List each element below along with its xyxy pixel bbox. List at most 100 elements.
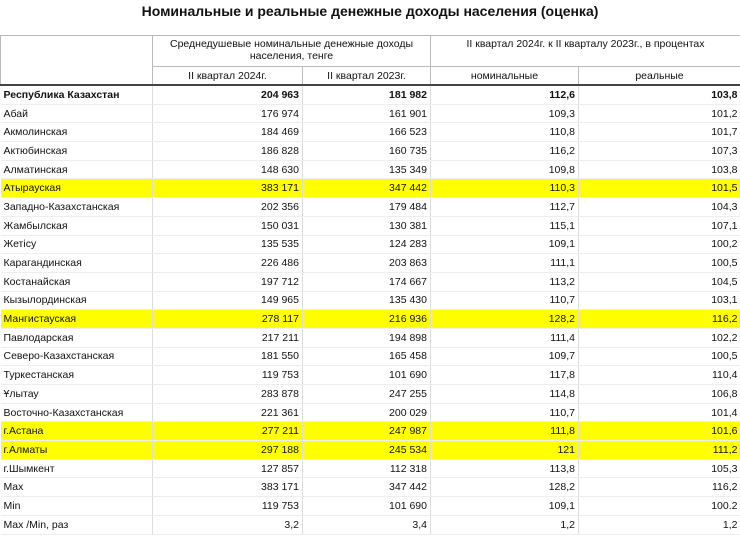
- table-cell: 109,1: [430, 496, 579, 516]
- table-cell: 204 963: [152, 83, 303, 105]
- table-cell: 3,2: [152, 515, 303, 535]
- table-cell: 110,8: [430, 122, 579, 143]
- table-cell: 101 690: [302, 496, 431, 516]
- table-cell: 109,1: [430, 235, 579, 255]
- region-name: г.Астана: [0, 421, 153, 442]
- column-header: реальные: [578, 66, 740, 86]
- table-cell: 150 031: [152, 216, 303, 236]
- table-cell: 115,1: [430, 216, 579, 236]
- table-cell: 135 430: [302, 291, 431, 311]
- table-cell: 113,2: [430, 272, 579, 292]
- table-cell: 383 171: [152, 477, 303, 498]
- region-name: Max: [0, 477, 153, 498]
- region-name: Абай: [0, 104, 153, 124]
- table-cell: 226 486: [152, 253, 303, 273]
- table-cell: 112,6: [430, 83, 579, 105]
- region-name: Max /Min, раз: [0, 515, 153, 535]
- table-cell: 128,2: [430, 309, 579, 329]
- table-cell: 111,4: [430, 328, 579, 348]
- table-row: г.Шымкент 127 857 112 318 113,8 105,3: [0, 459, 740, 479]
- table-cell: 112 318: [302, 459, 431, 479]
- table-cell: 283 878: [152, 384, 303, 404]
- title: Номинальные и реальные денежные доходы н…: [141, 3, 599, 19]
- column-header: номинальные: [430, 66, 579, 86]
- table-cell: 116,2: [578, 477, 740, 498]
- table-row: Акмолинская 184 469 166 523 110,8 101,7: [0, 122, 740, 143]
- table-cell: 107,3: [578, 141, 740, 161]
- table-row: Алматинская 148 630 135 349 109,8 103,8: [0, 160, 740, 180]
- table-cell: 114,8: [430, 384, 579, 404]
- table-cell: 181 550: [152, 347, 303, 367]
- region-name: Min: [0, 496, 153, 516]
- region-name: Туркестанская: [0, 365, 153, 385]
- table-cell: 383 171: [152, 178, 303, 199]
- table-cell: 105,3: [578, 459, 740, 479]
- table-cell: 277 211: [152, 421, 303, 442]
- region-name: Кызылординская: [0, 291, 153, 311]
- table-cell: 160 735: [302, 141, 431, 161]
- table-cell: 1,2: [578, 515, 740, 535]
- table-row: Min 119 753 101 690 109,1 100.2: [0, 496, 740, 516]
- region-name: Жамбылская: [0, 216, 153, 236]
- table-cell: 135 349: [302, 160, 431, 180]
- table-cell: 203 863: [302, 253, 431, 273]
- region-name: Жетісу: [0, 235, 153, 255]
- table-cell: 297 188: [152, 440, 303, 460]
- table-row: Атырауская 383 171 347 442 110,3 101,5: [0, 178, 740, 199]
- table-cell: 103,8: [578, 83, 740, 105]
- table-row: Карагандинская 226 486 203 863 111,1 100,5: [0, 253, 740, 273]
- column-header: II квартал 2023г.: [302, 66, 431, 86]
- table-cell: 197 712: [152, 272, 303, 292]
- table-cell: 110,3: [430, 178, 579, 199]
- table-cell: 245 534: [302, 440, 431, 460]
- table-cell: 119 753: [152, 365, 303, 385]
- table-cell: 200 029: [302, 403, 431, 423]
- table-body: Республика Казахстан 204 963 181 982 112,6 1…: [0, 83, 740, 535]
- table-row: Восточно-Казахстанская 221 361 200 029 110,…: [0, 403, 740, 423]
- region-name: Павлодарская: [0, 328, 153, 348]
- table-cell: 100,5: [578, 347, 740, 367]
- table-cell: 110,7: [430, 403, 579, 423]
- table-row: Жамбылская 150 031 130 381 115,1 107,1: [0, 216, 740, 236]
- table-cell: 148 630: [152, 160, 303, 180]
- region-name: г.Шымкент: [0, 459, 153, 479]
- table-cell: 101,2: [578, 104, 740, 124]
- table-cell: 127 857: [152, 459, 303, 479]
- table-cell: 113,8: [430, 459, 579, 479]
- table-cell: 247 987: [302, 421, 431, 442]
- table-cell: 100.2: [578, 496, 740, 516]
- table-cell: 111,1: [430, 253, 579, 273]
- table-cell: 116,2: [430, 141, 579, 161]
- table-cell: 347 442: [302, 178, 431, 199]
- region-name: Алматинская: [0, 160, 153, 180]
- table-cell: 194 898: [302, 328, 431, 348]
- table-cell: 100,2: [578, 235, 740, 255]
- table-cell: 221 361: [152, 403, 303, 423]
- table-cell: 101,4: [578, 403, 740, 423]
- table-row: Кызылординская 149 965 135 430 110,7 103,1: [0, 291, 740, 311]
- group-header: Среднедушевые номинальные денежные доход…: [152, 35, 431, 67]
- table-cell: 278 117: [152, 309, 303, 329]
- table-cell: 100,5: [578, 253, 740, 273]
- table-cell: 109,8: [430, 160, 579, 180]
- table-row: г.Алматы 297 188 245 534 121 111,2: [0, 440, 740, 460]
- table-cell: 1,2: [430, 515, 579, 535]
- table-cell: 184 469: [152, 122, 303, 143]
- table-header: Среднедушевые номинальные денежные доход…: [0, 35, 740, 86]
- table-cell: 107,1: [578, 216, 740, 236]
- table-row: Max /Min, раз 3,2 3,4 1,2 1,2: [0, 515, 740, 535]
- group-header: II квартал 2024г. к II кварталу 2023г., …: [430, 35, 740, 67]
- region-name: Костанайская: [0, 272, 153, 292]
- table-cell: 124 283: [302, 235, 431, 255]
- table-cell: 106,8: [578, 384, 740, 404]
- table-row: Мангистауская 278 117 216 936 128,2 116,2: [0, 309, 740, 329]
- table-cell: 110,7: [430, 291, 579, 311]
- table-row: Республика Казахстан 204 963 181 982 112,6 1…: [0, 83, 740, 105]
- table-cell: 130 381: [302, 216, 431, 236]
- table-cell: 181 982: [302, 83, 431, 105]
- region-name: Акмолинская: [0, 122, 153, 143]
- table-cell: 161 901: [302, 104, 431, 124]
- table-cell: 110,4: [578, 365, 740, 385]
- table-cell: 104,3: [578, 197, 740, 217]
